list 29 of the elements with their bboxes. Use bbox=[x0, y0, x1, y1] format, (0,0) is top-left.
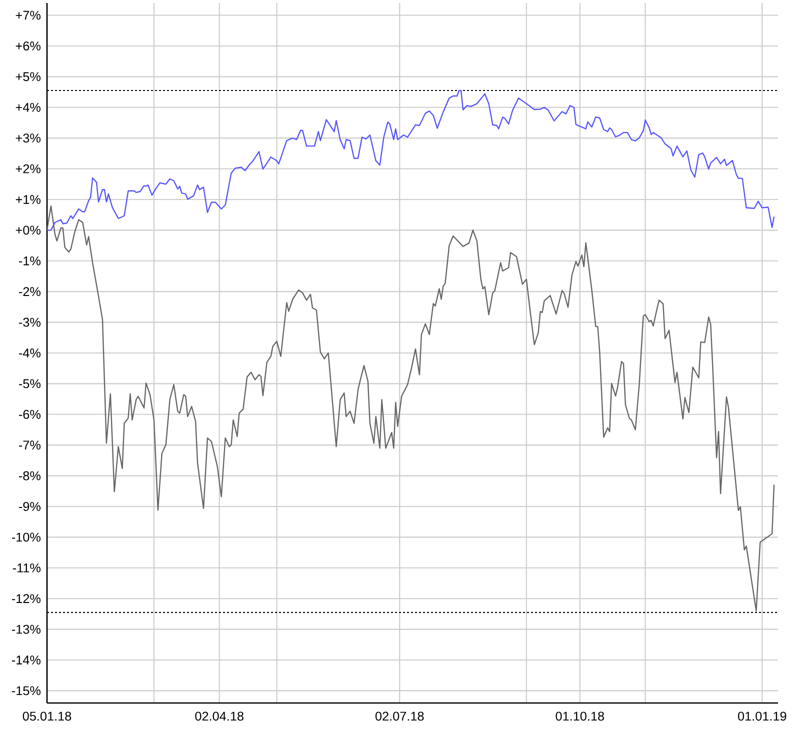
y-tick-label: -5% bbox=[19, 379, 41, 388]
x-tick-label: 02.04.18 bbox=[195, 712, 244, 721]
y-tick-label: -4% bbox=[19, 348, 41, 358]
y-tick-label: -14% bbox=[12, 656, 41, 664]
y-tick-label: -1% bbox=[19, 256, 41, 266]
line-series bbox=[47, 205, 775, 612]
y-tick-label: +3% bbox=[16, 134, 41, 143]
y-tick-label: -12% bbox=[12, 594, 41, 604]
x-tick-label: 01.01.19 bbox=[738, 712, 786, 721]
y-tick-label: -13% bbox=[12, 624, 41, 634]
y-tick-label: -3% bbox=[19, 318, 41, 327]
y-tick-label: -8% bbox=[19, 471, 41, 480]
y-tick-label: +0% bbox=[16, 226, 41, 235]
y-tick-label: -2% bbox=[19, 287, 41, 296]
y-tick-label: +1% bbox=[16, 195, 41, 204]
y-tick-label: -10% bbox=[12, 532, 41, 542]
y-tick-label: +7% bbox=[16, 10, 41, 20]
y-tick-label: -6% bbox=[19, 410, 41, 419]
y-tick-label: +2% bbox=[16, 164, 41, 174]
y-tick-label: -7% bbox=[19, 440, 41, 450]
x-tick-label: 05.01.18 bbox=[22, 712, 72, 721]
y-tick-label: -9% bbox=[19, 502, 41, 511]
y-tick-label: +5% bbox=[16, 72, 41, 82]
x-tick-label: 02.07.18 bbox=[375, 712, 424, 721]
y-tick-label: +6% bbox=[16, 41, 41, 50]
y-tick-label: -15% bbox=[12, 686, 41, 696]
y-tick-label: -11% bbox=[12, 563, 41, 572]
y-tick-label: +4% bbox=[16, 102, 41, 112]
x-tick-label: 01.10.18 bbox=[556, 712, 604, 721]
